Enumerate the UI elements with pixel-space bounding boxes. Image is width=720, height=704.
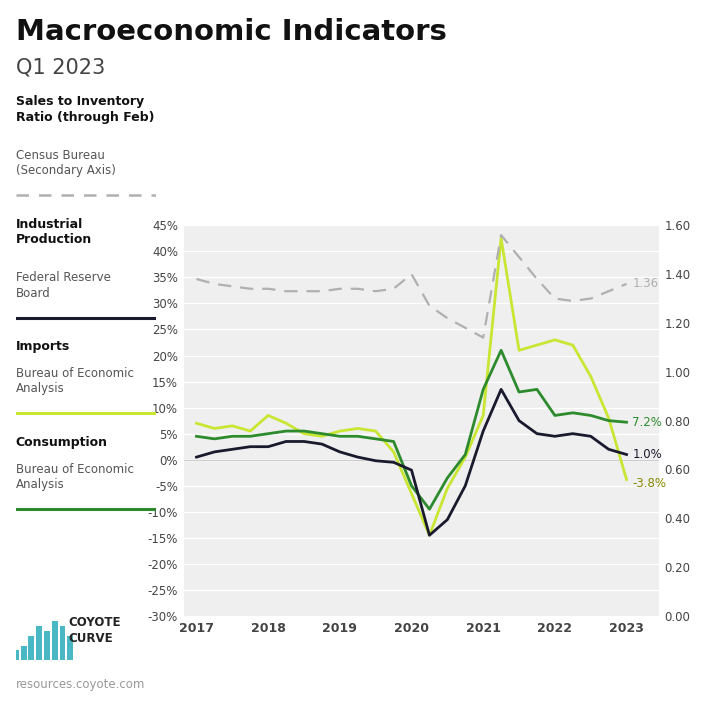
Text: COYOTE
CURVE: COYOTE CURVE [68,615,121,645]
Text: Macroeconomic Indicators: Macroeconomic Indicators [16,18,446,46]
Bar [44,631,50,660]
Text: Industrial
Production: Industrial Production [16,218,92,246]
Text: Bureau of Economic
Analysis: Bureau of Economic Analysis [16,367,134,395]
Bar [52,621,58,660]
Text: Q1 2023: Q1 2023 [16,58,105,77]
Bar [29,636,35,660]
Text: Imports: Imports [16,340,70,353]
Text: -3.8%: -3.8% [632,477,666,490]
Text: Federal Reserve
Board: Federal Reserve Board [16,271,111,299]
Text: Sales to Inventory
Ratio (through Feb): Sales to Inventory Ratio (through Feb) [16,95,154,123]
Text: Census Bureau
(Secondary Axis): Census Bureau (Secondary Axis) [16,149,116,177]
Bar [60,626,66,660]
Text: 7.2%: 7.2% [632,415,662,429]
Bar [21,646,27,660]
Bar [68,636,73,660]
Text: resources.coyote.com: resources.coyote.com [16,679,145,691]
Text: 1.0%: 1.0% [632,448,662,461]
Text: Bureau of Economic
Analysis: Bureau of Economic Analysis [16,463,134,491]
Text: Consumption: Consumption [16,436,108,448]
Bar [13,650,19,660]
Text: 1.36: 1.36 [632,277,658,290]
Bar [36,626,42,660]
